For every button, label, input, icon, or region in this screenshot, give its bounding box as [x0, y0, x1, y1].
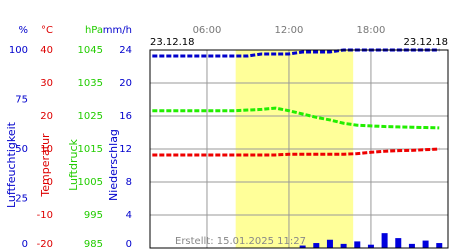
y-tick-label: 1025 [78, 111, 103, 122]
axis-unit: hPa [85, 25, 103, 36]
precip-bar [395, 238, 402, 248]
y-tick-label: -20 [37, 239, 53, 250]
y-tick-label: -10 [37, 210, 53, 221]
y-tick-label: 75 [15, 95, 28, 106]
y-tick-label: 20 [40, 111, 53, 122]
axis-title: Luftdruck [67, 138, 80, 190]
y-tick-label: 0 [126, 239, 132, 250]
y-tick-label: 1005 [78, 177, 103, 188]
axis-unit: % [18, 25, 28, 36]
y-tick-label: 30 [40, 78, 53, 89]
line-series [152, 147, 440, 157]
footer: Erstellt: 15.01.2025 11:27 [175, 236, 306, 247]
axis-title: Temperatur [39, 133, 52, 198]
y-tick-label: 24 [119, 45, 132, 56]
x-tick-label: 12:00 [275, 25, 304, 36]
y-tick-label: 100 [9, 45, 28, 56]
y-tick-label: 4 [126, 210, 132, 221]
precip-bar [408, 243, 415, 248]
x-tick-label: 18:00 [357, 25, 386, 36]
precip-bar [354, 241, 361, 248]
precip-bar [326, 239, 333, 248]
precip-bar [299, 245, 306, 248]
date-label: 23.12.18 [403, 37, 448, 48]
y-tick-label: 985 [84, 239, 103, 250]
y-tick-label: 0 [22, 239, 28, 250]
precip-bar [313, 243, 320, 248]
y-tick-label: 8 [126, 177, 132, 188]
axis-title: Luftfeuchtigkeit [5, 121, 18, 208]
plot-border [149, 49, 449, 249]
axis-title: Niederschlag [107, 129, 120, 201]
y-tick-label: 50 [15, 144, 28, 155]
y-tick-label: 25 [15, 194, 28, 205]
y-tick-label: 20 [119, 78, 132, 89]
precip-bar [340, 243, 347, 248]
y-tick-label: 995 [84, 210, 103, 221]
date-label: 23.12.18 [150, 37, 195, 48]
line-series [152, 106, 440, 130]
precip-bar [367, 244, 374, 248]
x-tick-label: 06:00 [193, 25, 222, 36]
precip-bar [381, 233, 388, 248]
axis-unit: °C [41, 25, 53, 36]
precip-bar [436, 243, 443, 248]
y-tick-label: 16 [119, 111, 132, 122]
y-tick-label: 40 [40, 45, 53, 56]
y-tick-label: 1015 [78, 144, 103, 155]
precip-bar [422, 240, 429, 248]
y-tick-label: 0 [47, 177, 53, 188]
y-tick-label: 10 [40, 144, 53, 155]
axis-unit: mm/h [103, 25, 132, 36]
y-tick-label: 1045 [78, 45, 103, 56]
y-tick-label: 12 [119, 144, 132, 155]
y-tick-label: 1035 [78, 78, 103, 89]
